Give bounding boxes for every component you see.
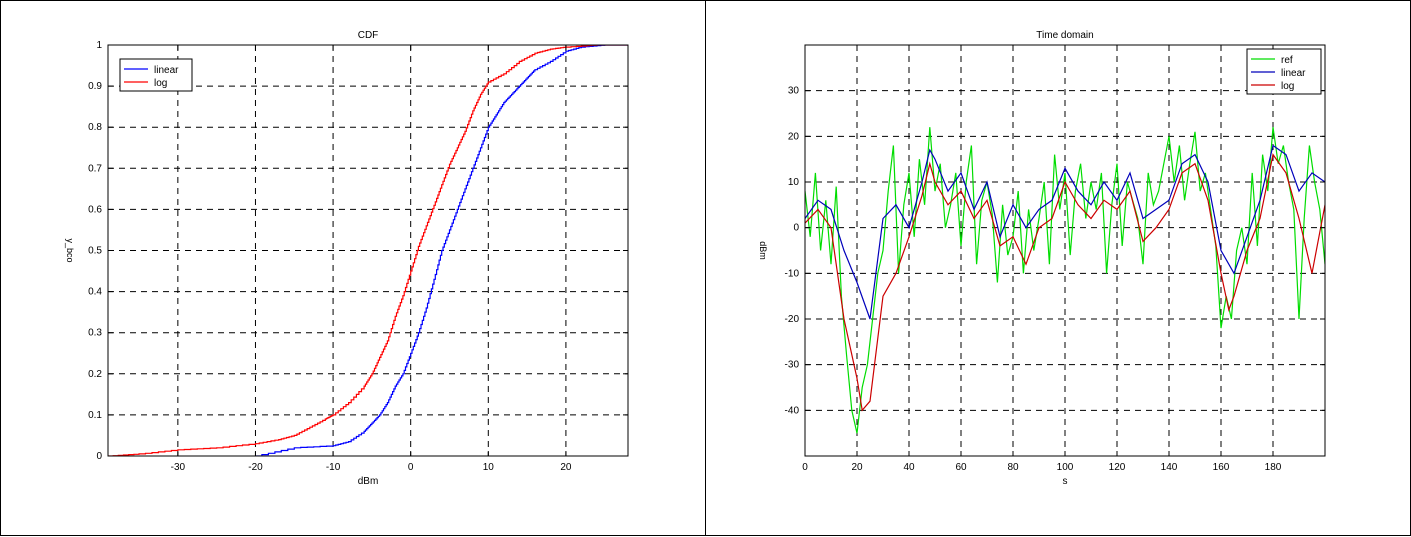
legend-label-ref: ref (1281, 55, 1293, 66)
time-domain-chart: 0 20 40 60 80 100 120 140 160 180 -40 -30 -20 -10 0 10 2… (758, 30, 1326, 487)
y-tick-label: 0.8 (88, 122, 102, 133)
y-tick-label: 10 (788, 177, 800, 188)
x-tick-label: 40 (903, 462, 915, 473)
x-tick-label: 0 (408, 462, 414, 473)
y-tick-label: 0.7 (88, 163, 102, 174)
x-tick-label: -20 (248, 462, 263, 473)
y-tick-label: -40 (785, 405, 800, 416)
legend-label-linear: linear (154, 65, 179, 76)
x-tick-label: -30 (171, 462, 186, 473)
y-tick-label: 20 (788, 131, 800, 142)
x-tick-label: 60 (955, 462, 967, 473)
y-tick-label: 0.5 (88, 246, 102, 257)
x-axis-label: s (1063, 476, 1068, 487)
legend-label-log: log (1281, 81, 1294, 92)
x-tick-label: 160 (1213, 462, 1230, 473)
series-line-log (805, 153, 1325, 412)
y-tick-label: 0.9 (88, 81, 102, 92)
series-line-linear (255, 45, 628, 456)
y-tick-label: 0.4 (88, 287, 102, 298)
x-tick-label: 180 (1265, 462, 1282, 473)
x-tick-label: -10 (326, 462, 341, 473)
y-tick-label: -20 (785, 314, 800, 325)
cdf-chart: -30 -20 -10 0 10 20 0 0.1 0.2 0.3 0.4 0.5 0.6 0.7 0.8 0… (65, 30, 629, 487)
y-tick-label: 0 (793, 223, 799, 234)
x-tick-label: 120 (1109, 462, 1126, 473)
series-line-log (108, 45, 628, 456)
chart-panel-cdf: -30 -20 -10 0 10 20 0 0.1 0.2 0.3 0.4 0.5 0.6 0.7 0.8 0… (0, 0, 706, 536)
legend-box (119, 58, 193, 92)
series-line-ref (805, 127, 1325, 434)
y-tick-label: 0.6 (88, 204, 102, 215)
x-axis-label: dBm (358, 476, 379, 487)
y-tick-label: 0.1 (88, 410, 102, 421)
legend-label-linear: linear (1281, 68, 1306, 79)
y-tick-label: 0.3 (88, 328, 102, 339)
x-tick-label: 20 (560, 462, 572, 473)
y-axis-label: y_bco (65, 238, 75, 262)
series-line-linear (805, 144, 1325, 320)
y-tick-label: 0 (96, 451, 102, 462)
legend-label-log: log (154, 78, 167, 89)
x-tick-label: 20 (851, 462, 863, 473)
chart-title: CDF (358, 30, 379, 41)
y-tick-label: 1 (96, 40, 102, 51)
x-tick-label: 100 (1057, 462, 1074, 473)
y-axis-label: dBm (758, 241, 768, 260)
x-tick-label: 140 (1161, 462, 1178, 473)
y-tick-label: 0.2 (88, 369, 102, 380)
x-tick-label: 0 (802, 462, 808, 473)
y-tick-label: -30 (785, 360, 800, 371)
x-tick-label: 80 (1007, 462, 1019, 473)
y-tick-label: -10 (785, 268, 800, 279)
y-tick-label: 30 (788, 86, 800, 97)
x-tick-label: 10 (483, 462, 495, 473)
chart-title: Time domain (1036, 30, 1093, 41)
chart-panel-time-domain: 0 20 40 60 80 100 120 140 160 180 -40 -30 -20 -10 0 10 2… (705, 0, 1411, 536)
